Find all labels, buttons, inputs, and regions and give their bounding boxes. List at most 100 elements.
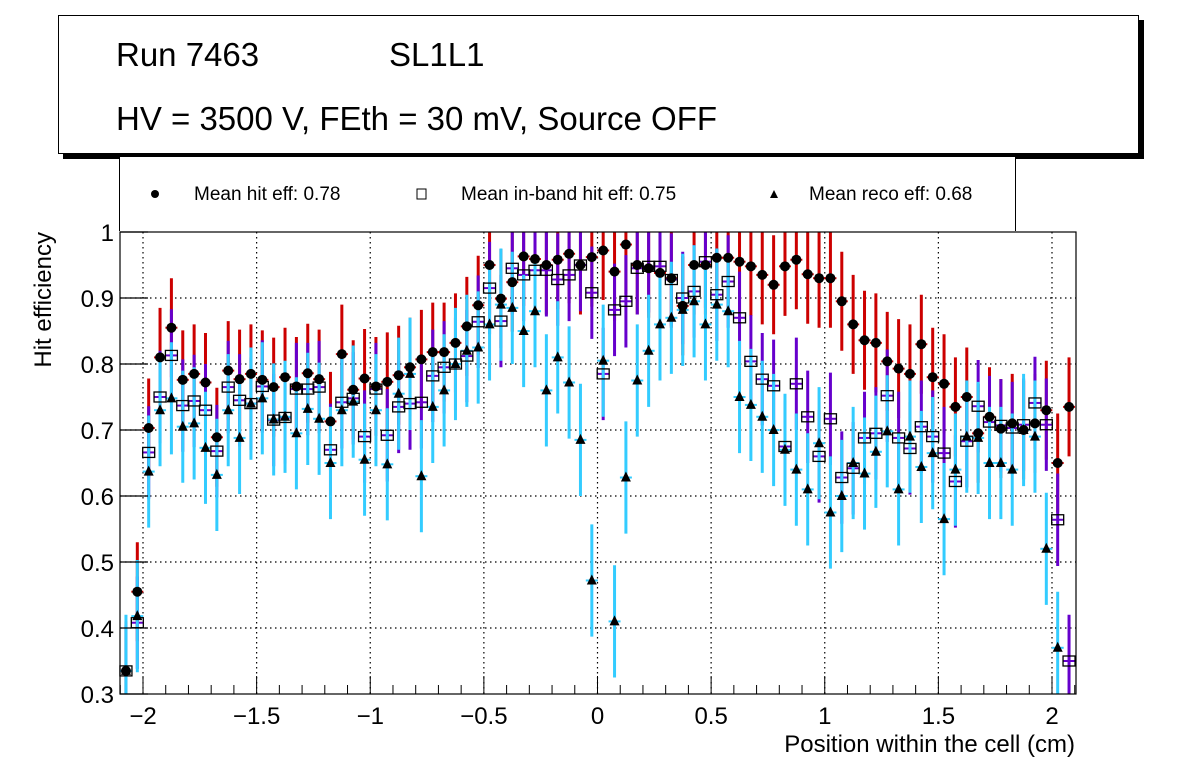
hit-eff-point xyxy=(268,382,279,393)
reco-eff-point xyxy=(280,410,291,421)
inband-eff-point xyxy=(789,378,803,390)
x-tick-labels: −2 −1.5 −1 −0.5 0 0.5 1 1.5 2 xyxy=(129,703,1058,730)
reco-eff-point xyxy=(632,374,643,385)
inband-eff-point xyxy=(891,432,906,444)
inband-eff-point xyxy=(210,445,224,457)
hit-eff-point xyxy=(416,354,427,365)
hit-eff-point xyxy=(245,368,256,379)
hit-eff-point xyxy=(757,269,768,280)
reco-eff-point xyxy=(120,664,131,675)
reco-eff-point xyxy=(995,457,1006,467)
inband-eff-point xyxy=(869,427,883,439)
inband-eff-point xyxy=(823,413,838,425)
reco-eff-point xyxy=(711,298,722,309)
x-tick-label: −1.5 xyxy=(233,703,280,730)
hit-eff-point xyxy=(814,273,825,284)
reco-eff-point xyxy=(961,430,972,441)
inband-eff-point xyxy=(505,262,519,274)
inband-eff-point xyxy=(198,404,213,416)
reco-eff-point xyxy=(541,384,552,395)
hit-eff-point xyxy=(177,374,188,385)
hit-eff-point xyxy=(234,374,245,385)
x-tick-label: 0.5 xyxy=(694,703,727,730)
data-markers xyxy=(119,239,1076,677)
reco-eff-point xyxy=(927,447,938,458)
reco-eff-point xyxy=(336,404,347,415)
inband-eff-point xyxy=(357,430,372,443)
inband-eff-point xyxy=(494,315,508,327)
reco-eff-point xyxy=(1041,542,1052,553)
reco-eff-point xyxy=(609,615,620,626)
hit-eff-point xyxy=(370,381,381,392)
inband-eff-point xyxy=(1028,397,1042,409)
inband-eff-point xyxy=(698,256,713,268)
hit-eff-point xyxy=(359,373,370,384)
reco-eff-point xyxy=(870,445,881,456)
inband-eff-point xyxy=(971,400,985,412)
hit-eff-point xyxy=(518,251,529,262)
hit-eff-point xyxy=(302,368,313,379)
inband-eff-point xyxy=(937,447,951,459)
hit-eff-point xyxy=(882,356,893,367)
inband-eff-point xyxy=(380,429,394,441)
reco-eff-point xyxy=(518,325,529,335)
reco-eff-point xyxy=(507,301,518,312)
reco-eff-point xyxy=(393,387,404,398)
inband-eff-point xyxy=(732,312,747,324)
reco-eff-point xyxy=(825,506,836,517)
reco-eff-point xyxy=(700,318,711,329)
hit-eff-point xyxy=(280,372,291,383)
hit-eff-point xyxy=(325,416,336,427)
hit-eff-point xyxy=(609,266,620,277)
x-tick-label: −0.5 xyxy=(460,703,507,730)
hit-eff-point xyxy=(995,423,1006,434)
reco-eff-point xyxy=(552,351,563,362)
hit-eff-point xyxy=(1041,405,1052,416)
hit-eff-point xyxy=(336,349,347,360)
hit-eff-point xyxy=(904,368,915,379)
reco-eff-point xyxy=(450,358,461,368)
hit-eff-point xyxy=(768,279,779,290)
hit-eff-point xyxy=(461,321,472,332)
y-tick-label: 0.3 xyxy=(81,682,114,709)
inband-eff-point xyxy=(721,275,735,288)
hit-eff-point xyxy=(507,277,518,288)
inband-eff-point xyxy=(153,391,167,403)
hit-eff-point xyxy=(620,239,631,250)
inband-eff-point xyxy=(619,295,633,307)
hit-eff-point xyxy=(143,423,154,434)
reco-eff-point xyxy=(200,441,211,452)
reco-eff-point xyxy=(484,318,495,329)
reco-eff-point xyxy=(723,305,734,316)
hit-eff-point xyxy=(745,261,756,272)
y-tick-label: 0.6 xyxy=(81,484,114,511)
reco-eff-point xyxy=(302,402,313,413)
hit-eff-point xyxy=(859,335,870,346)
inband-eff-point xyxy=(1039,419,1053,431)
hit-eff-point xyxy=(598,245,609,256)
reco-eff-point xyxy=(643,344,654,355)
inband-eff-point xyxy=(573,259,588,271)
reco-eff-point xyxy=(314,412,325,423)
reco-eff-point xyxy=(882,425,893,436)
reco-eff-point xyxy=(564,376,575,387)
hit-eff-point xyxy=(291,381,302,392)
legend-reco-label: Mean reco eff: 0.68 xyxy=(809,184,973,205)
inband-eff-point xyxy=(414,396,429,408)
reco-eff-point xyxy=(1029,430,1040,441)
inband-eff-point xyxy=(607,304,622,316)
hit-eff-point xyxy=(689,260,700,270)
reco-eff-point xyxy=(427,400,438,411)
hit-eff-point xyxy=(189,368,200,379)
hit-eff-point xyxy=(223,365,234,376)
reco-eff-point xyxy=(143,465,154,476)
legend-hit-marker-icon xyxy=(151,190,159,198)
reco-eff-point xyxy=(689,295,700,306)
inband-eff-point xyxy=(926,430,940,443)
inband-eff-point xyxy=(801,411,815,423)
inband-eff-point xyxy=(255,380,269,393)
reco-eff-point xyxy=(757,410,768,421)
hit-eff-point xyxy=(950,401,961,412)
x-tick-label: 1.5 xyxy=(922,703,955,730)
y-axis-label: Hit efficiency xyxy=(30,232,57,368)
